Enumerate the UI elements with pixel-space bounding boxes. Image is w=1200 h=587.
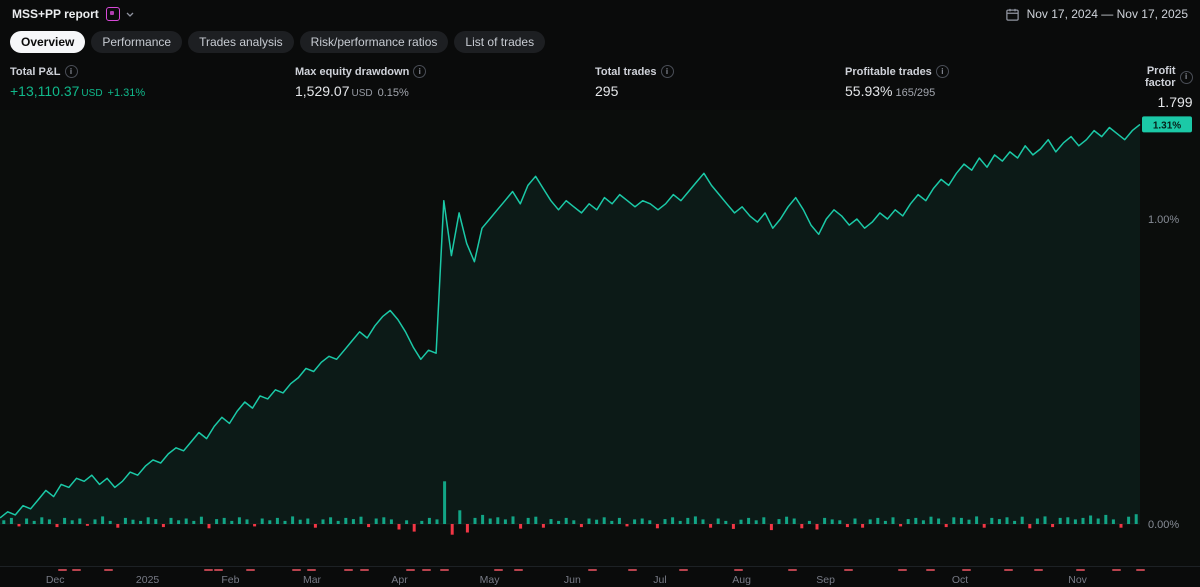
loss-trade-marker bbox=[513, 569, 523, 571]
chevron-down-icon[interactable] bbox=[126, 12, 134, 17]
equity-curve-canvas[interactable]: 1.00% 0.00% 1.31% bbox=[0, 110, 1200, 566]
trade-pnl-bars bbox=[2, 481, 1138, 535]
x-axis-label: Aug bbox=[732, 574, 751, 586]
loss-trade-marker bbox=[843, 569, 853, 571]
info-icon[interactable] bbox=[1179, 70, 1193, 84]
date-range-label: Nov 17, 2024 — Nov 17, 2025 bbox=[1026, 7, 1188, 21]
stat-value: 295 bbox=[595, 83, 619, 99]
calendar-icon bbox=[1005, 7, 1020, 22]
loss-trade-marker bbox=[246, 569, 255, 571]
x-axis-label: Mar bbox=[302, 574, 322, 586]
loss-trade-marker bbox=[291, 569, 301, 571]
x-axis-label: 2025 bbox=[135, 574, 160, 586]
stat-value: 1.799 bbox=[1157, 94, 1193, 110]
tab-overview[interactable]: Overview bbox=[10, 31, 86, 53]
svg-text:0.00%: 0.00% bbox=[1148, 519, 1179, 531]
tab-performance[interactable]: Performance bbox=[91, 31, 183, 53]
loss-trade-marker bbox=[679, 569, 689, 571]
tab-risk-performance-ratios[interactable]: Risk/performance ratios bbox=[299, 31, 449, 53]
svg-text:1.00%: 1.00% bbox=[1148, 214, 1179, 226]
stat-profitable-trades: Profitable trades 55.93%165/295 bbox=[845, 65, 1145, 99]
loss-trade-marker bbox=[422, 569, 432, 571]
stat-unit: USD bbox=[81, 88, 103, 99]
stat-extra: +1.31% bbox=[107, 87, 146, 99]
loss-trade-marker bbox=[962, 569, 972, 571]
last-value-badge: 1.31% bbox=[1142, 116, 1192, 133]
loss-trade-marker bbox=[1076, 569, 1086, 571]
tab-list-of-trades[interactable]: List of trades bbox=[454, 31, 546, 53]
loss-trade-marker bbox=[72, 569, 81, 571]
loss-trade-marker bbox=[1034, 569, 1044, 571]
strategy-icon bbox=[105, 7, 120, 21]
info-icon[interactable] bbox=[413, 65, 427, 78]
loss-trade-marker bbox=[104, 569, 114, 571]
y-axis-labels: 1.00% 0.00% bbox=[1148, 214, 1179, 531]
info-icon[interactable] bbox=[935, 65, 949, 78]
report-header: MSS+PP report Nov 17, 2024 — Nov 17, 202… bbox=[0, 0, 1200, 28]
report-tabs: Overview Performance Trades analysis Ris… bbox=[0, 28, 1200, 58]
stat-unit: USD bbox=[351, 88, 373, 99]
stat-extra: 165/295 bbox=[895, 87, 936, 99]
stat-label: Profit factor bbox=[1145, 65, 1176, 89]
stat-label: Profitable trades bbox=[845, 65, 932, 78]
equity-area bbox=[0, 124, 1140, 525]
stat-profit-factor: Profit factor 1.799 bbox=[1145, 65, 1196, 110]
loss-trade-marker bbox=[1136, 569, 1146, 571]
stat-value: 1,529.07 bbox=[295, 83, 350, 99]
stat-label: Max equity drawdown bbox=[295, 65, 410, 78]
loss-trade-marker bbox=[405, 569, 415, 571]
report-title[interactable]: MSS+PP report bbox=[12, 7, 99, 21]
x-axis-label: Jun bbox=[563, 574, 581, 586]
loss-trade-marker bbox=[588, 569, 597, 571]
stat-value: +13,110.37 bbox=[10, 83, 80, 99]
loss-trade-marker bbox=[1004, 569, 1014, 571]
x-axis-label: Feb bbox=[221, 574, 240, 586]
x-axis-label: Dec bbox=[45, 574, 65, 586]
loss-trade-marker bbox=[440, 569, 450, 571]
stat-value: 55.93% bbox=[845, 83, 893, 99]
x-axis-label: Oct bbox=[951, 574, 969, 586]
loss-trade-marker bbox=[204, 569, 213, 571]
equity-curve-chart[interactable]: 1.00% 0.00% 1.31% bbox=[0, 110, 1200, 566]
time-axis[interactable]: Dec 2025 Feb Mar Apr May Jun Jul Aug Sep Oct Nov bbox=[0, 566, 1200, 587]
loss-trade-marker bbox=[788, 569, 798, 571]
x-axis-label: Nov bbox=[1068, 574, 1087, 586]
stat-extra: 0.15% bbox=[377, 87, 409, 99]
loss-trade-marker bbox=[926, 569, 936, 571]
date-range-picker[interactable]: Nov 17, 2024 — Nov 17, 2025 bbox=[1005, 7, 1188, 22]
x-axis-label: May bbox=[479, 574, 500, 586]
x-axis-label: Apr bbox=[391, 574, 408, 586]
loss-trade-marker bbox=[494, 569, 504, 571]
loss-trade-marker bbox=[344, 569, 354, 571]
x-axis-label: Sep bbox=[816, 574, 835, 586]
loss-trade-marker bbox=[897, 569, 907, 571]
stat-label: Total P&L bbox=[10, 65, 61, 78]
x-axis-label: Jul bbox=[653, 574, 667, 586]
loss-trade-marker bbox=[307, 569, 317, 571]
stat-label: Total trades bbox=[595, 65, 657, 78]
info-icon[interactable] bbox=[64, 65, 78, 78]
loss-trade-marker bbox=[1112, 569, 1122, 571]
loss-trade-marker bbox=[627, 569, 637, 571]
equity-line bbox=[0, 123, 1141, 519]
loss-trade-marker bbox=[734, 569, 744, 571]
info-icon[interactable] bbox=[660, 65, 674, 78]
loss-trade-marker bbox=[213, 569, 223, 571]
svg-text:1.31%: 1.31% bbox=[1153, 120, 1181, 131]
loss-trade-marker bbox=[57, 569, 67, 571]
stat-total-trades: Total trades 295 bbox=[595, 65, 845, 99]
loss-trade-marker bbox=[360, 569, 369, 571]
tab-trades-analysis[interactable]: Trades analysis bbox=[188, 31, 294, 53]
